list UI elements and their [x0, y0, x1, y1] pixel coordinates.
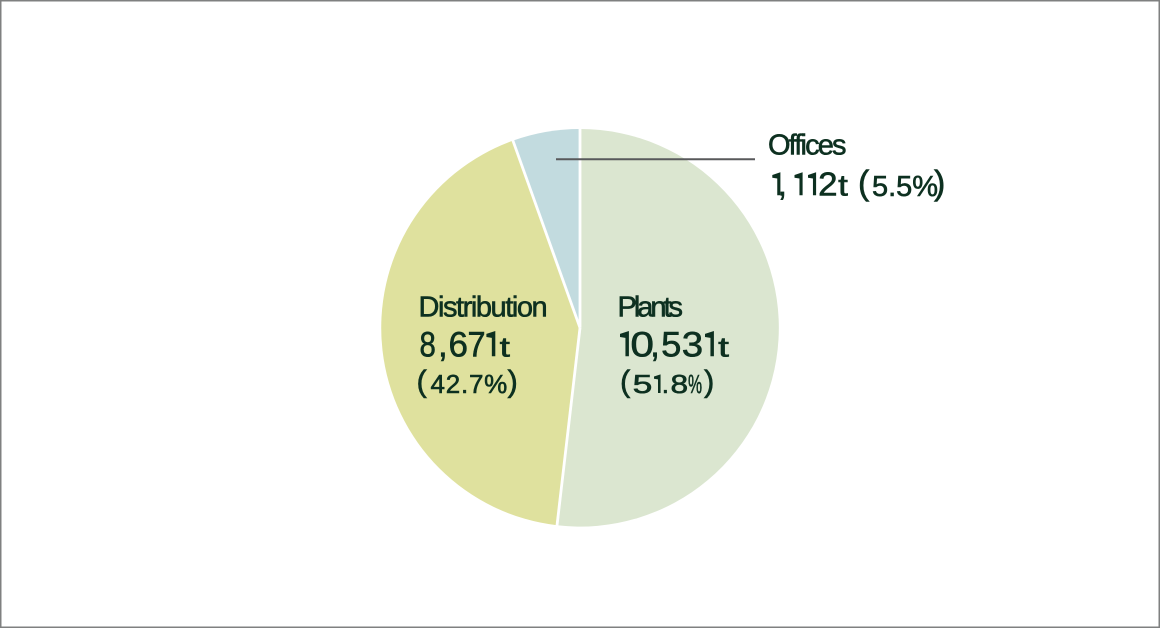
svg-text:Plants: Plants	[618, 292, 684, 324]
svg-text:Distribution: Distribution	[419, 292, 548, 324]
svg-text:6: 6	[449, 325, 468, 364]
svg-text:,: ,	[778, 165, 787, 202]
svg-text:(: (	[417, 363, 428, 398]
svg-text:%: %	[688, 369, 702, 399]
svg-text:.: .	[662, 369, 669, 399]
svg-text:42.7%: 42.7%	[431, 369, 508, 399]
svg-text:5: 5	[633, 369, 653, 399]
svg-text:3: 3	[682, 325, 703, 364]
svg-text:t: t	[838, 169, 849, 202]
svg-text:8: 8	[671, 369, 689, 399]
svg-text:): )	[934, 165, 945, 203]
svg-text:Offices: Offices	[768, 129, 846, 161]
svg-text:(: (	[620, 363, 631, 398]
svg-text:7: 7	[468, 325, 486, 364]
svg-text:5.5%: 5.5%	[872, 171, 938, 203]
svg-text:): )	[704, 363, 714, 398]
svg-text:,: ,	[650, 325, 660, 364]
svg-text:(: (	[858, 165, 870, 203]
svg-text:,: ,	[438, 325, 448, 364]
svg-text:2: 2	[818, 165, 837, 202]
svg-text:t: t	[718, 331, 729, 362]
svg-text:): )	[508, 363, 518, 398]
svg-text:0: 0	[630, 325, 654, 364]
svg-text:8: 8	[420, 325, 436, 364]
svg-text:t: t	[500, 331, 511, 362]
svg-text:5: 5	[661, 325, 681, 364]
